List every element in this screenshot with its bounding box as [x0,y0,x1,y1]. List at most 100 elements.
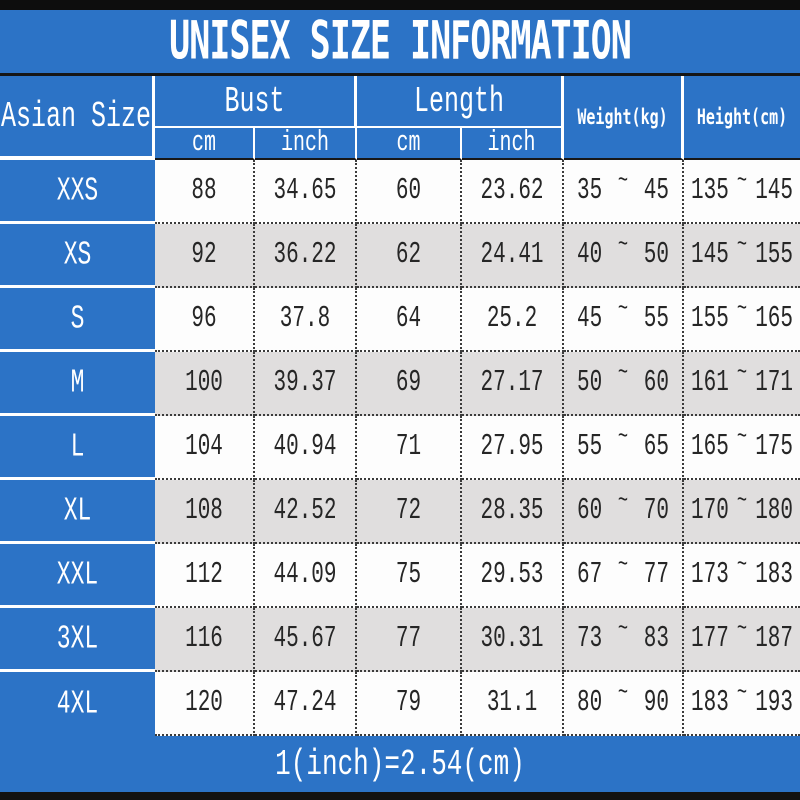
weight-range-cell: 45 ~55 [564,288,685,352]
weight-range-cell: 50 ~60 [564,352,685,416]
conversion-note: 1(inch)=2.54(cm) [275,743,525,785]
length-inch-cell: 28.35 [462,480,565,544]
header-length: Length [357,76,565,128]
size-table: Asian Size Bust Length Weight(kg) Height… [0,76,800,736]
bust-cm-cell: 116 [155,608,255,672]
weight-range-cell: 80 ~90 [564,672,685,736]
bust-cm-cell: 108 [155,480,255,544]
length-inch-cell: 27.95 [462,416,565,480]
length-cm-cell: 64 [357,288,463,352]
bust-inch-cell: 34.65 [255,160,358,224]
length-inch-cell: 25.2 [462,288,565,352]
range: 165 ~175 [691,424,794,464]
weight-range-cell: 40 ~50 [564,224,685,288]
range: 80 ~90 [577,680,670,720]
length-inch-cell: 29.53 [462,544,565,608]
range: 35 ~45 [577,168,670,208]
length-cm-cell: 72 [357,480,463,544]
range: 161 ~171 [691,360,794,400]
range: 67 ~77 [577,552,670,592]
bust-inch-cell: 44.09 [255,544,358,608]
footer-band: 1(inch)=2.54(cm) [0,736,800,792]
range: 40 ~50 [577,232,670,272]
range: 55 ~65 [577,424,670,464]
table-row: 3XL 116 45.67 77 30.31 73 ~83 177 ~187 [0,608,800,672]
length-inch-cell: 23.62 [462,160,565,224]
height-range-cell: 170 ~180 [684,480,800,544]
height-range-cell: 165 ~175 [684,416,800,480]
title-band: UNISEX SIZE INFORMATION [0,10,800,73]
range: 45 ~55 [577,296,670,336]
header-height: Height(cm) [684,76,800,160]
bust-inch-cell: 36.22 [255,224,358,288]
range: 135 ~145 [691,168,794,208]
length-cm-cell: 77 [357,608,463,672]
size-cell: M [0,352,155,416]
table-row: XS 92 36.22 62 24.41 40 ~50 145 ~155 [0,224,800,288]
range: 50 ~60 [577,360,670,400]
height-range-cell: 161 ~171 [684,352,800,416]
weight-range-cell: 55 ~65 [564,416,685,480]
bust-cm-cell: 104 [155,416,255,480]
table-row: XXL 112 44.09 75 29.53 67 ~77 173 ~183 [0,544,800,608]
range: 177 ~187 [691,616,794,656]
weight-range-cell: 60 ~70 [564,480,685,544]
table-body: XXS 88 34.65 60 23.62 35 ~45 135 ~145 XS 92 36.22 62… [0,160,800,736]
weight-range-cell: 35 ~45 [564,160,685,224]
bust-cm-cell: 92 [155,224,255,288]
bottom-border-bar [0,792,800,800]
table-row: 4XL 120 47.24 79 31.1 80 ~90 183 ~193 [0,672,800,736]
bust-cm-cell: 96 [155,288,255,352]
length-cm-cell: 69 [357,352,463,416]
height-range-cell: 177 ~187 [684,608,800,672]
header-weight: Weight(kg) [564,76,685,160]
title-separator-line [0,73,800,76]
size-cell: XS [0,224,155,288]
header-bust-cm: cm [155,126,255,160]
size-cell: S [0,288,155,352]
bust-cm-cell: 120 [155,672,255,736]
table-row: S 96 37.8 64 25.2 45 ~55 155 ~165 [0,288,800,352]
header-asian-size: Asian Size [0,76,155,160]
header-length-inch: inch [462,126,565,160]
height-range-cell: 173 ~183 [684,544,800,608]
range: 170 ~180 [691,488,794,528]
length-inch-cell: 27.17 [462,352,565,416]
height-range-cell: 183 ~193 [684,672,800,736]
length-cm-cell: 79 [357,672,463,736]
range: 145 ~155 [691,232,794,272]
range: 173 ~183 [691,552,794,592]
bust-inch-cell: 39.37 [255,352,358,416]
table-row: L 104 40.94 71 27.95 55 ~65 165 ~175 [0,416,800,480]
weight-range-cell: 73 ~83 [564,608,685,672]
weight-range-cell: 67 ~77 [564,544,685,608]
bust-inch-cell: 37.8 [255,288,358,352]
length-cm-cell: 71 [357,416,463,480]
size-cell: XXL [0,544,155,608]
chart-title: UNISEX SIZE INFORMATION [169,11,632,72]
range: 73 ~83 [577,616,670,656]
table-header: Asian Size Bust Length Weight(kg) Height… [0,76,800,160]
bust-inch-cell: 42.52 [255,480,358,544]
length-inch-cell: 30.31 [462,608,565,672]
bust-inch-cell: 47.24 [255,672,358,736]
size-cell: XL [0,480,155,544]
header-length-cm: cm [357,126,463,160]
range: 60 ~70 [577,488,670,528]
table-row: XXS 88 34.65 60 23.62 35 ~45 135 ~145 [0,160,800,224]
length-inch-cell: 24.41 [462,224,565,288]
header-bust: Bust [155,76,358,128]
table-row: XL 108 42.52 72 28.35 60 ~70 170 ~180 [0,480,800,544]
range: 155 ~165 [691,296,794,336]
range: 183 ~193 [691,680,794,720]
length-cm-cell: 60 [357,160,463,224]
table-row: M 100 39.37 69 27.17 50 ~60 161 ~171 [0,352,800,416]
size-cell: 3XL [0,608,155,672]
top-border-bar [0,0,800,10]
length-cm-cell: 62 [357,224,463,288]
bust-cm-cell: 100 [155,352,255,416]
size-cell: 4XL [0,672,155,736]
header-bust-inch: inch [255,126,358,160]
bust-inch-cell: 40.94 [255,416,358,480]
